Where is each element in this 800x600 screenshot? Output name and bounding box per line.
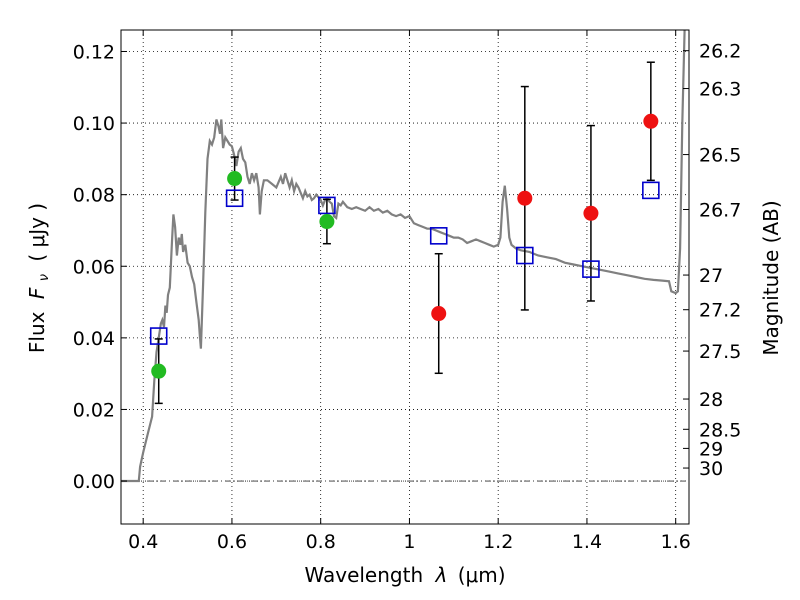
x-tick-label: 0.8 (306, 531, 336, 553)
y-axis-label-symbol: F (25, 287, 49, 299)
y-axis-label-text: Flux (25, 311, 49, 353)
error-bars (154, 61, 655, 405)
x-axis-label-unit: (μm) (458, 563, 506, 587)
y-axis-label-unit: ( μJy ) (25, 203, 49, 262)
model-photometry-markers (149, 181, 660, 345)
model-sed-curve (121, 29, 686, 483)
y-axis-ticks: 0.00 0.02 0.04 0.06 0.08 0.10 0.12 (73, 41, 127, 493)
y-axis-label: Flux F ν ( μJy ) (25, 203, 53, 353)
x-axis-label: Wavelength λ (μm) (304, 563, 505, 587)
magnitude-tick-label: 30 (699, 458, 723, 480)
nondetection-point (431, 306, 447, 322)
model-photometry-square (429, 227, 448, 245)
model-photometry-square (642, 181, 660, 200)
detection-point (151, 363, 167, 379)
magnitude-tick-label: 28.5 (699, 419, 741, 441)
magnitude-tick-label: 27 (699, 265, 723, 287)
y-tick-label: 0.02 (73, 399, 115, 421)
nondetection-markers (431, 113, 659, 322)
magnitude-tick-label: 26.2 (699, 41, 741, 63)
x-tick-label: 1.2 (483, 531, 513, 553)
x-axis-label-text: Wavelength (304, 563, 423, 587)
x-tick-label: 1.4 (572, 531, 602, 553)
y-tick-label: 0.10 (73, 113, 115, 135)
model-photometry-square (149, 327, 168, 345)
y-tick-label: 0.08 (73, 185, 115, 207)
y-tick-label: 0.12 (73, 41, 115, 63)
model-photometry-square (516, 246, 534, 265)
model-photometry-square (582, 260, 600, 278)
magnitude-tick-label: 26.3 (699, 79, 741, 101)
y-axis-label-subscript: ν (37, 274, 52, 281)
nondetection-point (517, 190, 533, 206)
detection-point (227, 171, 243, 187)
nondetection-point (583, 205, 599, 221)
x-tick-label: 0.6 (217, 531, 247, 553)
plot-frame (120, 29, 690, 525)
magnitude-axis-label: Magnitude (AB) (759, 200, 783, 355)
magnitude-tick-label: 27.2 (699, 300, 741, 322)
x-axis-ticks: 0.4 0.6 0.8 1 1.2 1.4 1.6 (128, 30, 691, 553)
y-tick-label: 0.06 (73, 256, 115, 278)
x-tick-label: 1 (403, 531, 415, 553)
y-tick-label: 0.00 (73, 471, 115, 493)
x-tick-label: 1.6 (661, 531, 691, 553)
magnitude-tick-label: 26.7 (699, 199, 741, 221)
x-axis-label-symbol: λ (435, 563, 448, 587)
magnitude-tick-label: 27.5 (699, 341, 741, 363)
magnitude-tick-label: 28 (699, 389, 723, 411)
detection-point (319, 214, 335, 230)
magnitude-tick-label: 29 (699, 438, 723, 460)
y-tick-label: 0.04 (73, 328, 115, 350)
model-photometry-square (225, 189, 244, 208)
magnitude-tick-label: 26.5 (699, 145, 741, 167)
detection-markers (151, 171, 335, 379)
x-tick-label: 0.4 (128, 531, 158, 553)
nondetection-point (643, 113, 659, 129)
grid (121, 30, 689, 524)
model-photometry-square (318, 196, 336, 215)
